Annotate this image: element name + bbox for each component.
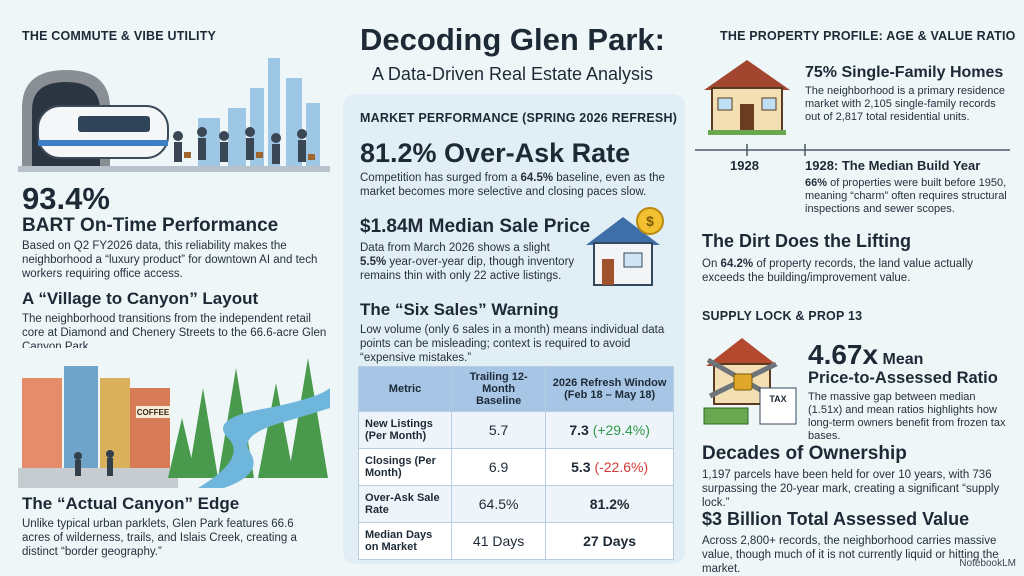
build-year-title: 1928: The Median Build Year xyxy=(805,158,981,173)
median-title: $1.84M Median Sale Price xyxy=(360,216,591,237)
ownership-text: 1,197 parcels have been held for over 10… xyxy=(702,469,1000,509)
timeline xyxy=(695,144,1010,156)
assessed-title: $3 Billion Total Assessed Value xyxy=(702,509,970,529)
highlight: 64.5% xyxy=(520,172,554,184)
locked-house-icon: TAX xyxy=(703,338,797,425)
single-family-title: 75% Single-Family Homes xyxy=(805,64,1004,81)
bart-text: Based on Q2 FY2026 data, this reliabilit… xyxy=(22,240,318,280)
refresh: 5.3 (-22.6%) xyxy=(545,448,674,486)
text: Competition has surged from a xyxy=(360,172,521,184)
ratio-label: Price-to-Assessed Ratio xyxy=(808,369,998,387)
metric: New Listings (Per Month) xyxy=(358,411,452,449)
section-title: THE COMMUTE & VIBE UTILITY xyxy=(22,29,217,43)
refresh: 27 Days xyxy=(545,522,674,560)
over-ask-title: 81.2% Over-Ask Rate xyxy=(360,138,631,168)
section-title: MARKET PERFORMANCE (SPRING 2026 REFRESH) xyxy=(360,111,678,125)
bart-label: BART On-Time Performance xyxy=(22,215,279,236)
ownership-title: Decades of Ownership xyxy=(702,443,907,464)
ratio-stat-line: 4.67x Mean xyxy=(808,339,923,371)
canyon-text: Unlike typical urban parklets, Glen Park… xyxy=(22,518,297,558)
ratio-text: The massive gap between median (1.51x) a… xyxy=(808,391,1006,442)
refresh-value: 5.3 xyxy=(571,459,591,475)
metric: Median Days on Market xyxy=(358,522,452,560)
market-table: Metric Trailing 12-Month Baseline 2026 R… xyxy=(358,366,674,560)
text: of properties were built before 1950, me… xyxy=(805,177,1007,215)
ratio-stat-suffix: Mean xyxy=(882,351,924,368)
column-header: 2026 Refresh Window (Feb 18 – May 18) xyxy=(545,366,674,412)
table-row: Over-Ask Sale Rate 64.5% 81.2% xyxy=(358,485,674,523)
text: On xyxy=(702,258,721,270)
dirt-title: The Dirt Does the Lifting xyxy=(702,231,911,251)
text: of property records, the land value actu… xyxy=(702,258,974,284)
single-family-text: The neighborhood is a primary residence … xyxy=(805,85,1005,123)
baseline: 5.7 xyxy=(450,411,547,449)
baseline: 64.5% xyxy=(450,485,547,523)
svg-text:$: $ xyxy=(646,213,654,229)
metric: Closings (Per Month) xyxy=(358,448,452,486)
table-row: New Listings (Per Month) 5.7 7.3 (+29.4%… xyxy=(358,411,674,449)
text: Data from March 2026 shows a slight xyxy=(360,242,550,254)
tax-label: TAX xyxy=(769,394,786,404)
refresh-value: 7.3 xyxy=(569,422,589,438)
timeline-year: 1928 xyxy=(730,158,759,173)
text: baseline, even as the market becomes mor… xyxy=(360,172,665,198)
village-illustration: COFFEE xyxy=(18,348,330,488)
subtitle: A Data-Driven Real Estate Analysis xyxy=(371,64,654,84)
build-year-text: 66% of properties were built before 1950… xyxy=(805,177,1010,216)
bart-stat: 93.4% xyxy=(22,181,110,216)
median-text: Data from March 2026 shows a slight 5.5%… xyxy=(360,241,575,283)
baseline: 6.9 xyxy=(450,448,547,486)
over-ask-text: Competition has surged from a 64.5% base… xyxy=(360,171,672,199)
section-title: THE PROPERTY PROFILE: AGE & VALUE RATIO xyxy=(720,29,1016,43)
metric: Over-Ask Sale Rate xyxy=(358,485,452,523)
assessed-text: Across 2,800+ records, the neighborhood … xyxy=(702,535,999,575)
section-title: SUPPLY LOCK & PROP 13 xyxy=(702,309,863,323)
canyon-title: The “Actual Canyon” Edge xyxy=(22,494,240,513)
coffee-sign: COFFEE xyxy=(137,408,170,417)
brand: NotebookLM xyxy=(959,558,1016,569)
warning-title: The “Six Sales” Warning xyxy=(360,300,559,319)
highlight: 64.2% xyxy=(720,258,754,270)
table-header: Metric Trailing 12-Month Baseline 2026 R… xyxy=(358,366,674,412)
table-row: Closings (Per Month) 6.9 5.3 (-22.6%) xyxy=(358,448,674,486)
refresh: 81.2% xyxy=(545,485,674,523)
train-illustration xyxy=(18,48,330,183)
house-coin-icon: $ xyxy=(586,207,664,286)
change: (+29.4%) xyxy=(592,422,650,438)
baseline: 41 Days xyxy=(450,522,547,560)
column-header: Trailing 12-Month Baseline xyxy=(450,366,547,412)
column-header: Metric xyxy=(358,366,452,412)
layout-title: A “Village to Canyon” Layout xyxy=(22,289,259,308)
main-title: Decoding Glen Park: xyxy=(360,22,665,57)
house-icon xyxy=(704,60,790,135)
change: (-22.6%) xyxy=(594,459,649,475)
highlight: 66% xyxy=(805,177,828,189)
dirt-text: On 64.2% of property records, the land v… xyxy=(702,257,1007,285)
table-row: Median Days on Market 41 Days 27 Days xyxy=(358,522,674,560)
layout-text: The neighborhood transitions from the in… xyxy=(22,313,327,353)
ratio-stat: 4.67x xyxy=(808,339,879,370)
refresh: 7.3 (+29.4%) xyxy=(545,411,674,449)
warning-text: Low volume (only 6 sales in a month) mea… xyxy=(360,324,665,364)
highlight: 5.5% xyxy=(360,256,387,268)
text: year-over-year dip, though inventory rem… xyxy=(360,256,575,282)
